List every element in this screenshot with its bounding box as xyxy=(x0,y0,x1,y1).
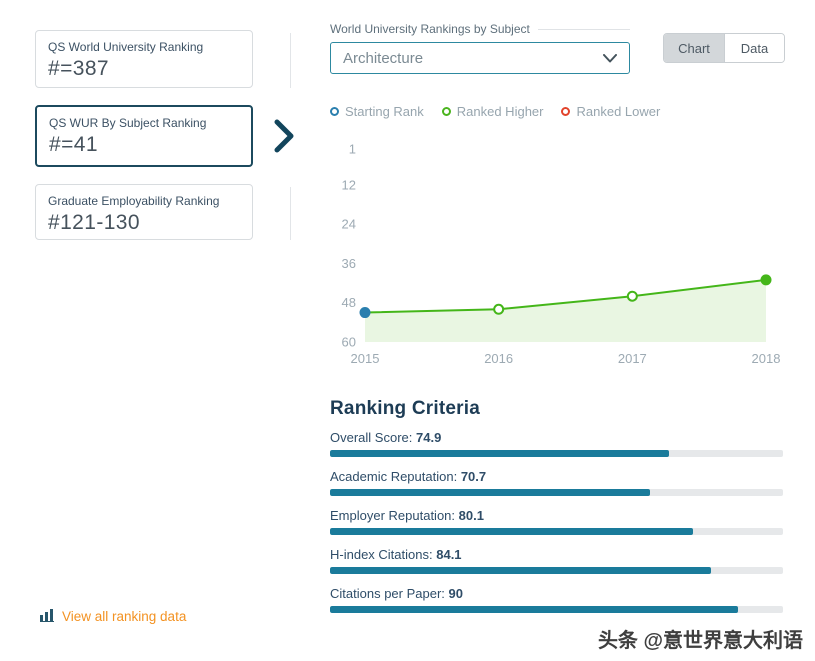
card-label: QS WUR By Subject Ranking xyxy=(49,116,207,130)
ranking-criteria-title: Ranking Criteria xyxy=(330,398,480,419)
criteria-label: Overall Score: xyxy=(330,430,413,445)
criteria-bar-fill xyxy=(330,606,738,613)
svg-text:2016: 2016 xyxy=(484,351,513,366)
legend-label: Ranked Higher xyxy=(456,104,544,119)
legend-label: Ranked Lower xyxy=(576,104,661,119)
legend-item-ranked-higher: Ranked Higher xyxy=(441,104,544,119)
chart-legend: Starting Rank Ranked Higher Ranked Lower xyxy=(330,104,660,119)
ranking-card-subject[interactable]: QS WUR By Subject Ranking #=41 xyxy=(35,105,253,167)
chevron-down-icon xyxy=(603,50,617,67)
svg-text:2015: 2015 xyxy=(351,351,380,366)
criteria-row: Academic Reputation: 70.7 xyxy=(330,469,783,496)
criteria-value: 90 xyxy=(448,586,463,601)
card-value: #121-130 xyxy=(48,211,140,234)
divider xyxy=(290,33,291,88)
svg-text:36: 36 xyxy=(342,256,356,271)
criteria-value: 74.9 xyxy=(416,430,442,445)
card-label: QS World University Ranking xyxy=(48,40,204,54)
tab-data[interactable]: Data xyxy=(724,34,784,62)
criteria-bar-fill xyxy=(330,567,711,574)
legend-item-ranked-lower: Ranked Lower xyxy=(561,104,660,119)
subject-select-value: Architecture xyxy=(343,49,424,67)
card-value: #=41 xyxy=(49,133,98,156)
tab-chart[interactable]: Chart xyxy=(664,34,724,62)
criteria-row: Employer Reputation: 80.1 xyxy=(330,508,783,535)
criteria-bar-track xyxy=(330,567,783,574)
criteria-label: Employer Reputation: xyxy=(330,508,456,523)
view-all-ranking-data-link[interactable]: View all ranking data xyxy=(40,608,186,625)
bar-chart-icon xyxy=(40,608,55,625)
card-value: #=387 xyxy=(48,57,109,80)
criteria-bar-track xyxy=(330,489,783,496)
subject-select[interactable]: Architecture xyxy=(330,42,630,74)
chevron-right-icon[interactable] xyxy=(273,119,295,158)
ranked-higher-dot-icon xyxy=(441,107,451,116)
legend-item-starting-rank: Starting Rank xyxy=(330,104,424,119)
subject-select-label: World University Rankings by Subject xyxy=(330,22,530,36)
svg-text:60: 60 xyxy=(342,335,356,350)
svg-text:48: 48 xyxy=(342,295,356,310)
criteria-value: 70.7 xyxy=(460,469,487,484)
svg-text:12: 12 xyxy=(342,177,356,192)
criteria-value: 80.1 xyxy=(458,508,484,523)
ranking-card-employability[interactable]: Graduate Employability Ranking #121-130 xyxy=(35,184,253,240)
subject-select-label-row: World University Rankings by Subject xyxy=(330,22,630,36)
divider xyxy=(290,187,291,240)
card-label: Graduate Employability Ranking xyxy=(48,194,220,208)
criteria-bar-fill xyxy=(330,528,693,535)
criteria-bar-track xyxy=(330,450,783,457)
label-rule xyxy=(537,28,630,30)
criteria-row: H-index Citations: 84.1 xyxy=(330,547,783,574)
criteria-row: Overall Score: 74.9 xyxy=(330,430,783,457)
criteria-bar-track xyxy=(330,528,783,535)
ranked-lower-dot-icon xyxy=(561,107,571,116)
ranking-card-world[interactable]: QS World University Ranking #=387 xyxy=(35,30,253,88)
criteria-bar-fill xyxy=(330,489,651,496)
starting-rank-dot-icon xyxy=(330,107,339,116)
subject-select-group: World University Rankings by Subject Arc… xyxy=(330,22,630,74)
criteria-bar-fill xyxy=(330,450,670,457)
svg-text:24: 24 xyxy=(342,217,356,232)
chart-data-toggle: Chart Data xyxy=(663,33,785,63)
criteria-list: Overall Score: 74.9 Academic Reputation:… xyxy=(330,430,783,625)
svg-text:1: 1 xyxy=(349,142,356,157)
criteria-label: Academic Reputation: xyxy=(330,469,458,484)
svg-text:2017: 2017 xyxy=(618,351,647,366)
criteria-value: 84.1 xyxy=(436,547,462,562)
watermark: 头条 @意世界意大利语 xyxy=(597,630,803,652)
criteria-bar-track xyxy=(330,606,783,613)
criteria-label: Citations per Paper: xyxy=(330,586,445,601)
legend-label: Starting Rank xyxy=(345,104,424,119)
criteria-label: H-index Citations: xyxy=(330,547,433,562)
view-all-link-label: View all ranking data xyxy=(62,609,187,624)
svg-text:2018: 2018 xyxy=(752,351,781,366)
criteria-row: Citations per Paper: 90 xyxy=(330,586,783,613)
